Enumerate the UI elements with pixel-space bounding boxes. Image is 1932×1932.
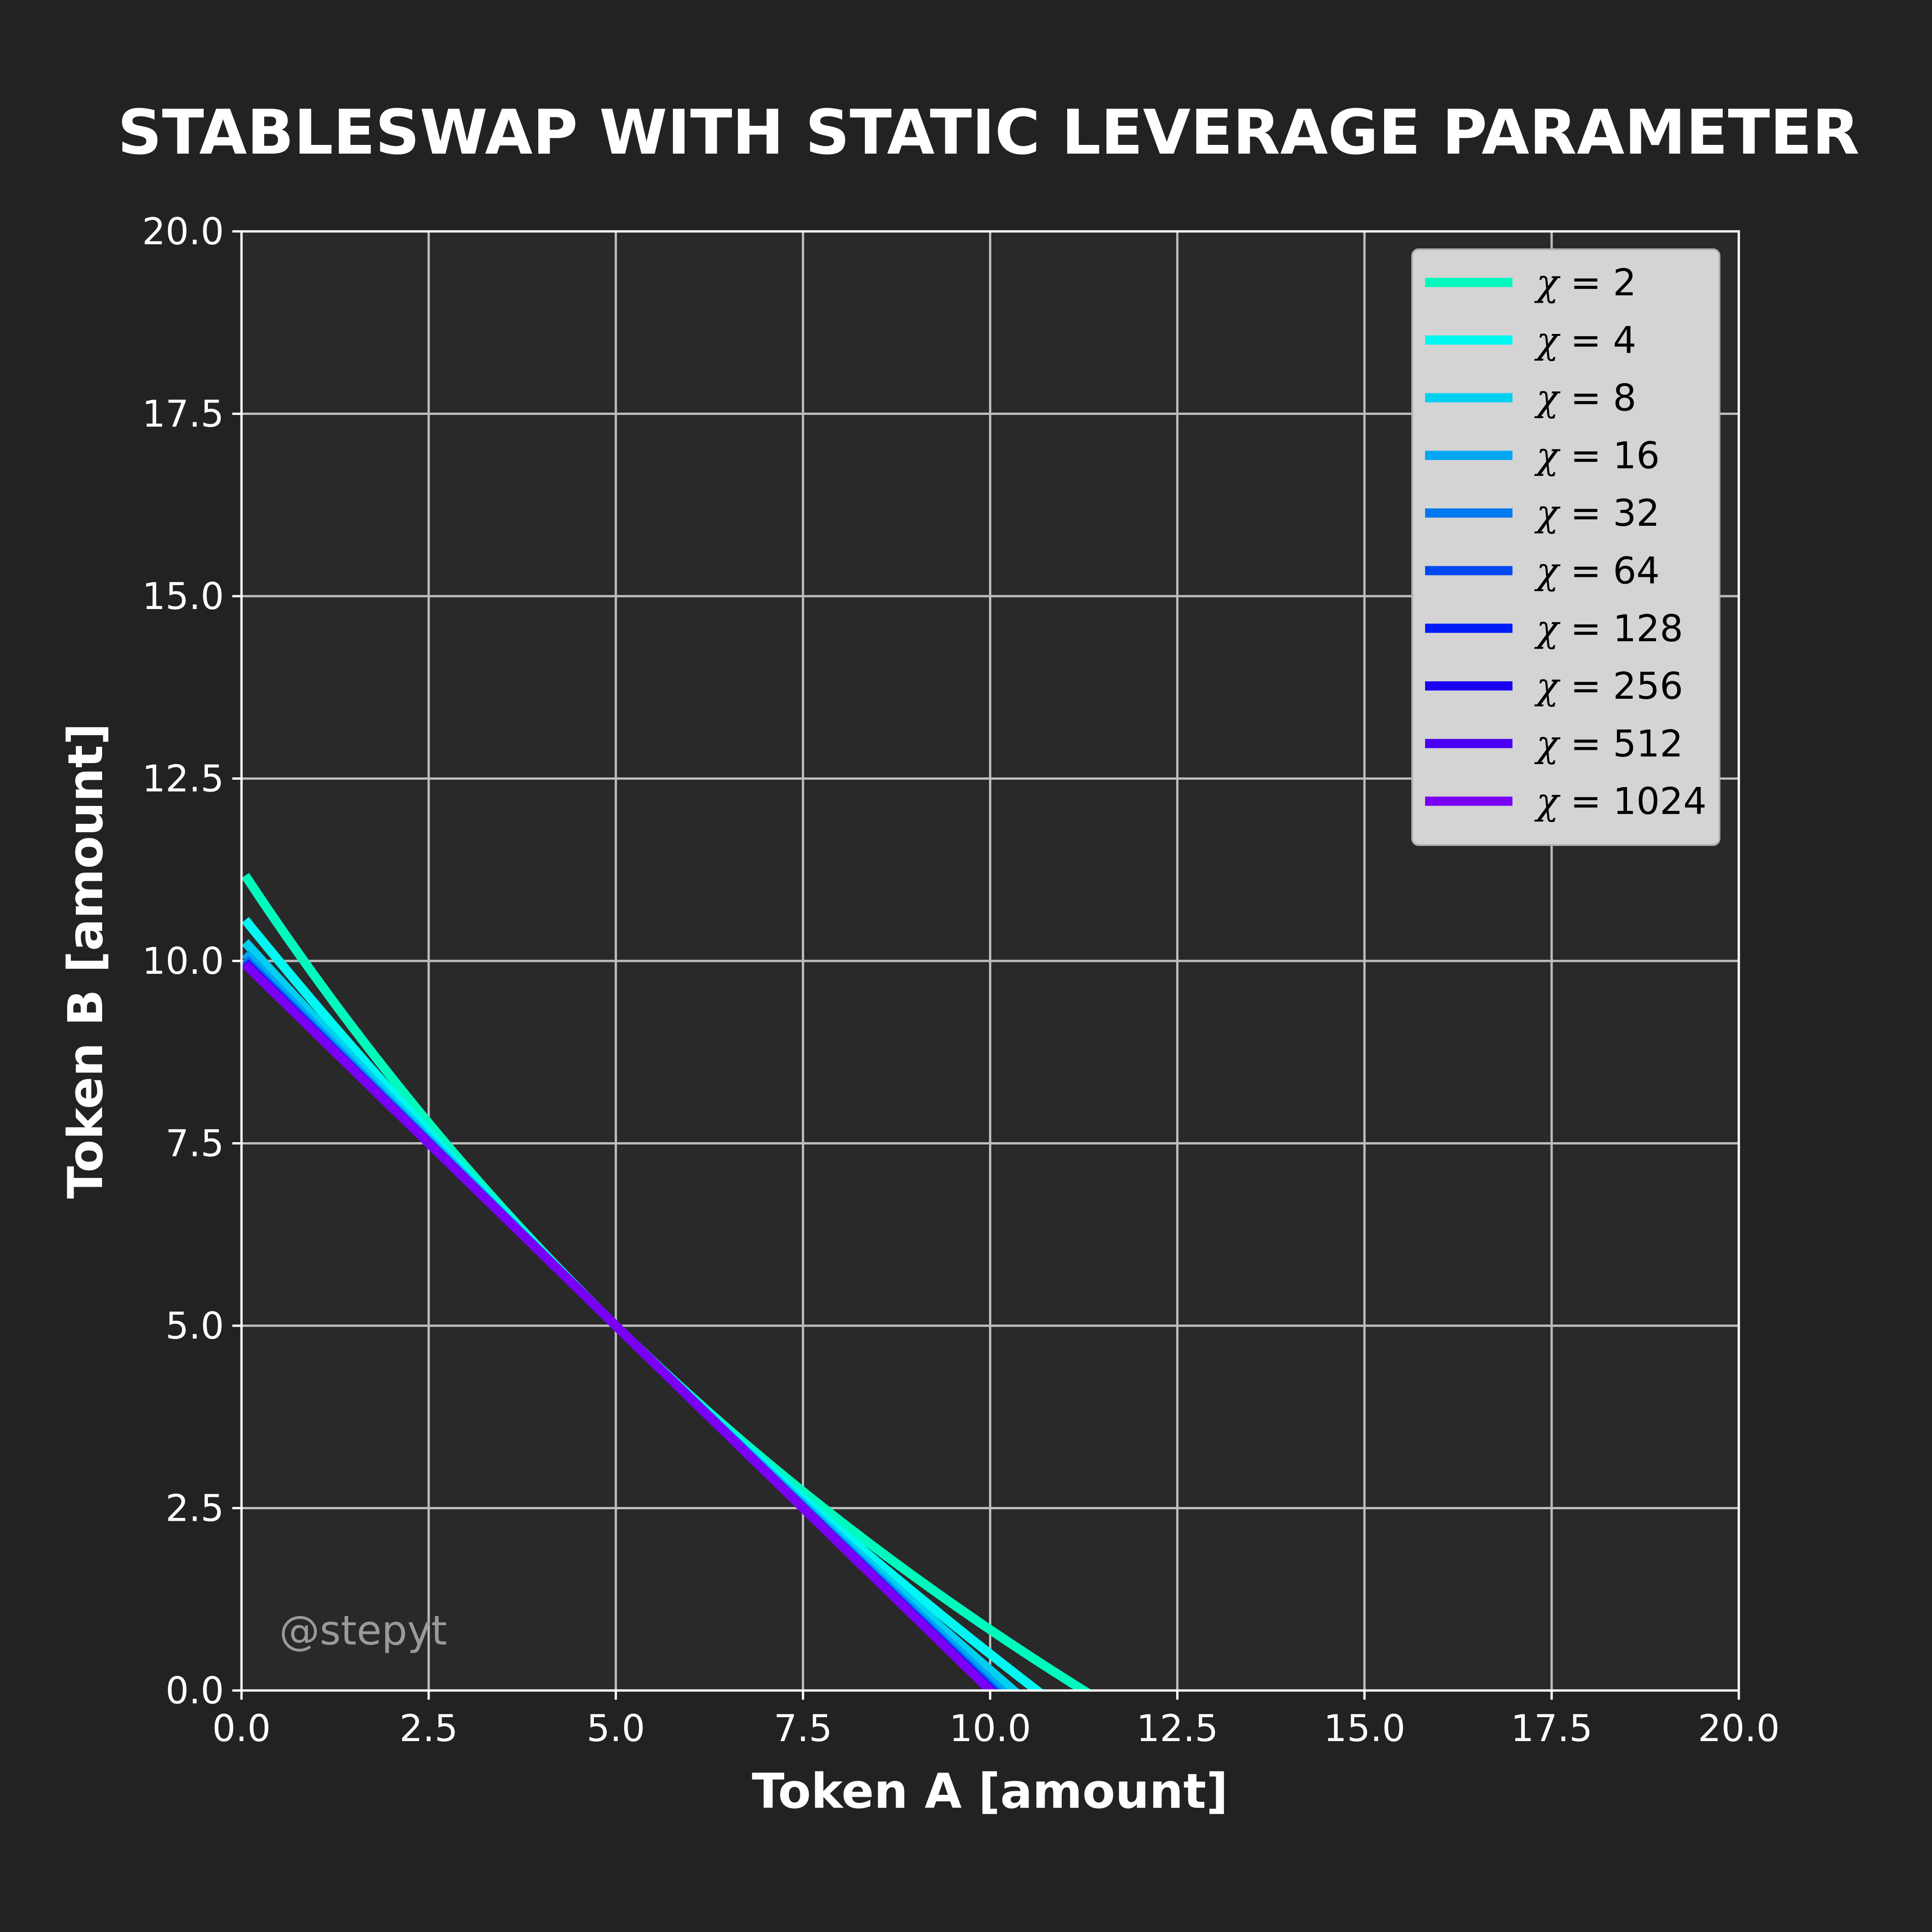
legend-chi-symbol: χ [1534, 319, 1561, 362]
legend-label: χ = 1024 [1534, 780, 1707, 823]
legend-equals: = [1558, 665, 1613, 707]
legend-value: 64 [1613, 550, 1660, 592]
legend-label: χ = 2 [1534, 261, 1636, 304]
y-tick-label: 15.0 [142, 575, 224, 618]
legend-equals: = [1558, 434, 1613, 477]
legend-label: χ = 256 [1534, 665, 1683, 707]
legend-label: χ = 128 [1534, 607, 1683, 650]
legend-value: 128 [1613, 607, 1683, 650]
legend-value: 4 [1613, 319, 1636, 362]
chart-title: STABLESWAP WITH STATIC LEVERAGE PARAMETE… [118, 97, 1860, 168]
y-tick-label: 17.5 [142, 393, 224, 436]
x-axis-ticks: 0.0 2.5 5.0 7.5 10.0 12.5 15.0 17.5 20.0 [212, 1690, 1780, 1750]
x-tick-label: 10.0 [949, 1707, 1031, 1750]
legend-chi-symbol: χ [1534, 607, 1561, 650]
legend-chi-symbol: χ [1534, 722, 1561, 765]
x-axis-label: Token A [amount] [752, 1763, 1228, 1819]
legend-label: χ = 8 [1534, 377, 1636, 420]
legend-equals: = [1558, 492, 1613, 535]
legend-equals: = [1558, 377, 1613, 420]
y-tick-label: 12.5 [142, 758, 224, 800]
y-axis-label: Token B [amount] [58, 723, 114, 1199]
legend-label: χ = 64 [1534, 550, 1660, 592]
x-tick-label: 5.0 [586, 1707, 645, 1750]
legend-chi-symbol: χ [1534, 434, 1561, 477]
watermark: @stepyt [279, 1607, 447, 1654]
x-tick-label: 0.0 [212, 1707, 270, 1750]
legend-equals: = [1558, 261, 1613, 304]
legend-chi-symbol: χ [1534, 780, 1561, 823]
legend-label: χ = 32 [1534, 492, 1660, 535]
y-tick-label: 2.5 [166, 1487, 224, 1530]
x-tick-label: 20.0 [1698, 1707, 1780, 1750]
legend-chi-symbol: χ [1534, 492, 1561, 535]
legend-value: 2 [1613, 261, 1636, 304]
series-lines [242, 873, 1092, 1690]
legend-equals: = [1558, 780, 1613, 823]
x-tick-label: 7.5 [774, 1707, 832, 1750]
legend-value: 1024 [1613, 780, 1707, 823]
x-tick-label: 15.0 [1323, 1707, 1405, 1750]
legend-value: 8 [1613, 377, 1636, 420]
x-tick-label: 17.5 [1511, 1707, 1593, 1750]
x-tick-label: 12.5 [1136, 1707, 1218, 1750]
y-axis-ticks: 0.0 2.5 5.0 7.5 10.0 12.5 15.0 17.5 20.0 [142, 210, 242, 1712]
legend-equals: = [1558, 319, 1613, 362]
legend-chi-symbol: χ [1534, 261, 1561, 304]
y-tick-label: 5.0 [166, 1305, 224, 1347]
y-tick-label: 7.5 [166, 1122, 224, 1165]
legend-label: χ = 512 [1534, 722, 1683, 765]
legend-value: 16 [1613, 434, 1660, 477]
legend-equals: = [1558, 722, 1613, 765]
y-tick-label: 10.0 [142, 940, 224, 983]
legend-value: 512 [1613, 722, 1683, 765]
legend-equals: = [1558, 550, 1613, 592]
legend-label: χ = 4 [1534, 319, 1636, 362]
x-tick-label: 2.5 [399, 1707, 458, 1750]
legend-chi-symbol: χ [1534, 550, 1561, 592]
legend-chi-symbol: χ [1534, 665, 1561, 707]
series-line-chi-1024 [242, 961, 997, 1690]
legend-chi-symbol: χ [1534, 377, 1561, 420]
y-tick-label: 20.0 [142, 210, 224, 253]
legend: χ = 2χ = 4χ = 8χ = 16χ = 32χ = 64χ = 128… [1411, 248, 1720, 846]
legend-equals: = [1558, 607, 1613, 650]
legend-value: 256 [1613, 665, 1683, 707]
legend-label: χ = 16 [1534, 434, 1660, 477]
y-tick-label: 0.0 [166, 1669, 224, 1712]
legend-value: 32 [1613, 492, 1660, 535]
